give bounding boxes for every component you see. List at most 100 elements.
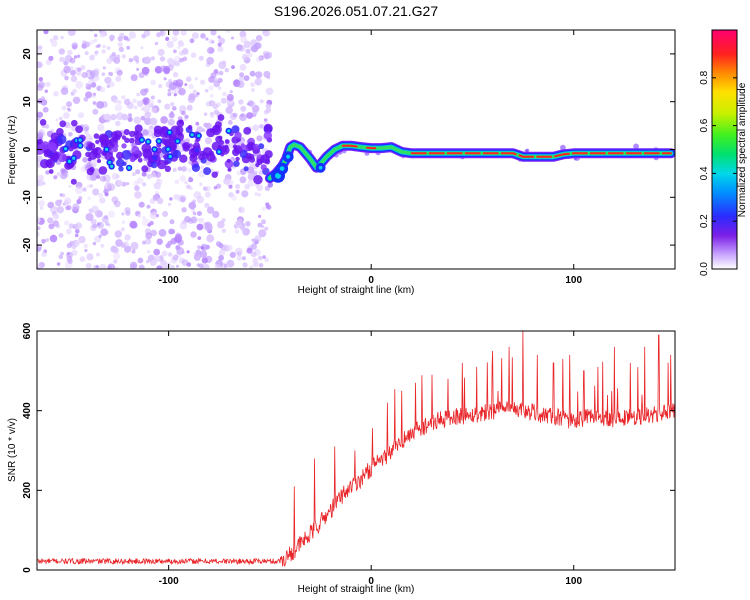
spectrogram-noise-point [110,113,117,121]
spectrogram-ridge-layer [264,139,675,184]
spectrogram-noise-point [204,89,209,93]
spectrogram-band-point [59,120,67,128]
spectrogram-noise-point [136,92,140,97]
spectrogram-noise-point [242,262,248,268]
spectrogram-noise-point [260,224,265,229]
spectrogram-noise-point [186,104,193,111]
spectrogram-y-label: Frequency (Hz) [7,116,18,185]
spectrogram-noise-point [133,55,139,62]
spectrogram-noise-point [201,257,208,264]
spectrogram-noise-point [104,192,109,197]
spectrogram-noise-point [107,210,116,218]
spectrogram-band-point [156,159,167,170]
spectrogram-noise-point [97,44,101,48]
colorbar-gradient [712,30,737,269]
spectrogram-hot-core [78,144,82,148]
spectrogram-noise-point [38,181,43,187]
spectrogram-noise-point [238,99,244,105]
spectrogram-band-point [233,160,240,167]
spectrogram-noise-point [168,112,175,119]
spectrogram-band-point [48,142,57,152]
spectrogram-noise-point [235,189,240,194]
spectrogram-noise-point [241,53,249,61]
spectrogram-noise-point [72,203,80,211]
spectrogram-noise-point [174,179,180,185]
spectrogram-noise-point [225,178,234,187]
spectrogram-noise-point [124,234,131,241]
spectrogram-noise-point [75,229,80,234]
spectrogram-noise-point [67,49,73,56]
spectrogram-noise-point [86,184,91,189]
spectrogram-noise-point [115,112,124,121]
spectrogram-noise-point [181,207,187,213]
spectrogram-noise-point [45,170,50,175]
spectrogram-noise-point [113,201,117,205]
spectrogram-noise-point [231,36,234,40]
spectrogram-noise-point [61,105,67,111]
spectrogram-noise-layer [37,30,671,269]
spectrogram-noise-point [196,126,204,133]
spectrogram-band-point [253,175,263,185]
spectrogram-noise-point [172,72,179,78]
spectrogram-noise-point [188,93,196,101]
spectrogram-noise-point [68,223,75,229]
spectrogram-noise-point [146,173,152,180]
spectrogram-noise-point [117,36,123,42]
spectrogram-noise-point [58,48,65,55]
spectrogram-hot-core [127,166,131,170]
spectrogram-noise-point [96,175,101,179]
spectrogram-noise-point [252,113,257,118]
spectrogram-noise-point [114,230,123,238]
spectrogram-noise-point [204,137,212,145]
spectrogram-noise-point [65,228,72,235]
spectrogram-x-ticks: -100 0 100 [159,30,583,286]
spectrogram-noise-point [217,35,221,39]
spectrogram-noise-point [81,72,88,79]
spectrogram-noise-point [160,116,168,124]
spectrogram-noise-point [90,175,97,181]
spectrogram-noise-point [166,40,174,49]
spectrogram-noise-point [172,106,177,111]
spectrogram-noise-point [179,175,186,182]
spectrogram-noise-point [250,82,256,87]
spectrogram-hot-core [110,164,114,168]
spectrogram-noise-point [126,182,130,186]
spectrogram-band-point [121,150,132,160]
spectrogram-noise-point [172,167,177,172]
spectrogram-noise-point [254,191,259,197]
spectrogram-noise-point [184,114,189,119]
colorbar-tick-label: 0.2 [699,214,710,228]
spectrogram-noise-point [90,218,97,225]
spectrogram-noise-point [150,259,157,266]
spectrogram-noise-point [108,81,115,88]
spectrogram-noise-point [45,81,51,88]
spectrogram-noise-point [47,201,54,209]
spectrogram-noise-point [195,94,199,98]
spectrogram-noise-point [58,233,64,238]
spectrogram-noise-point [101,72,106,76]
spectrogram-noise-point [113,259,118,264]
spectrogram-noise-point [241,190,249,198]
spectrogram-noise-point [181,166,187,172]
spectrogram-noise-point [198,55,204,61]
spectrogram-noise-point [265,103,272,109]
spectrogram-hot-core [78,138,82,142]
spectrogram-band-point [40,159,50,169]
spectrogram-noise-point [85,262,92,269]
spectrogram-noise-point [186,184,191,190]
spectrogram-noise-point [218,37,225,45]
spectrogram-noise-point [82,157,88,163]
spectrogram-noise-point [106,46,111,50]
spectrogram-noise-point [213,80,221,88]
spectrogram-noise-point [121,95,126,100]
spectrogram-noise-point [228,192,234,198]
spectrogram-noise-point [136,100,144,108]
spectrogram-noise-point [37,61,43,69]
spectrogram-band-point [255,162,260,168]
spectrogram-noise-point [177,40,184,46]
spectrogram-ridge-halo [560,144,566,151]
spectrogram-noise-point [238,44,246,52]
spectrogram-hot-core [157,139,161,143]
spectrogram-band-point [134,124,143,133]
